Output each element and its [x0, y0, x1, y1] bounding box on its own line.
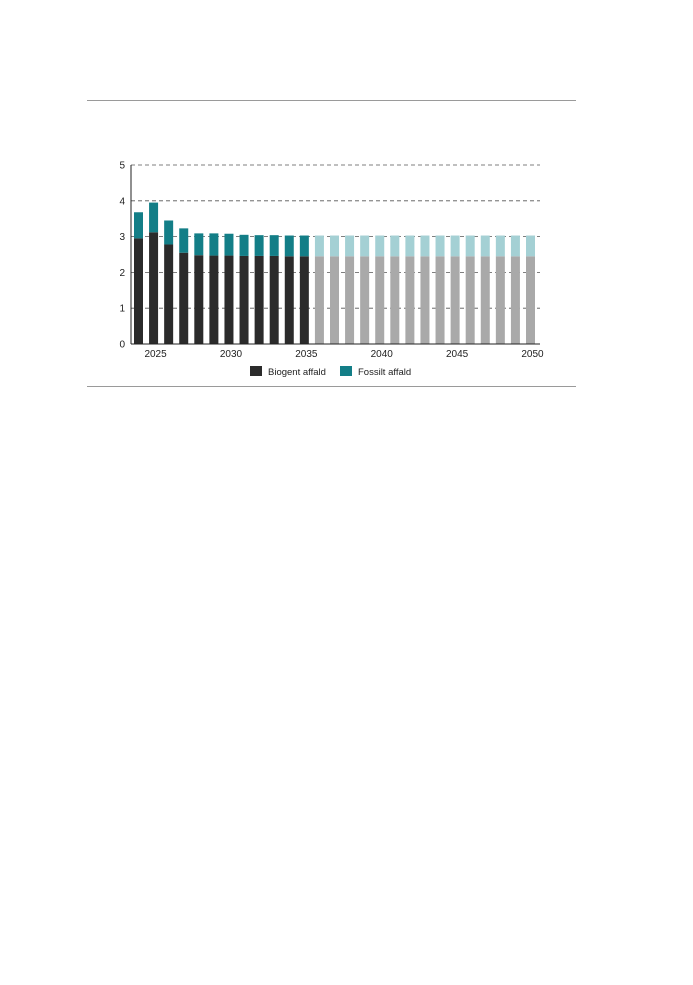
y-tick-label-0: 0: [119, 340, 125, 351]
bar-biogent-2050: [526, 256, 535, 344]
top-divider: [87, 100, 576, 101]
bar-fossilt-2024: [134, 212, 143, 239]
bottom-divider: [87, 386, 576, 387]
bar-biogent-2045: [450, 256, 460, 344]
axes: 0 1 2 3 4 5 2025 2030 2035 2040 2045 2050: [119, 161, 544, 361]
bar-biogent-2038: [345, 256, 355, 344]
bar-fossilt-2039: [360, 235, 370, 257]
bar-biogent-2047: [480, 256, 490, 344]
bar-biogent-2037: [330, 256, 339, 344]
x-tick-label-2025: 2025: [144, 349, 167, 360]
bar-fossilt-2034: [284, 235, 294, 257]
bar-fossilt-2044: [435, 235, 445, 257]
bar-fossilt-2035: [299, 235, 309, 257]
legend: Biogent affald Fossilt affald: [250, 366, 411, 378]
bar-biogent-2040: [375, 256, 385, 344]
bar-fossilt-2041: [390, 235, 400, 257]
bar-fossilt-2031: [239, 234, 249, 256]
bar-biogent-2028: [194, 255, 204, 344]
bar-fossilt-2033: [269, 235, 279, 256]
bar-fossilt-2025: [149, 202, 159, 233]
x-tick-label-2030: 2030: [220, 349, 243, 360]
x-tick-label-2045: 2045: [446, 349, 469, 360]
bar-biogent-2041: [390, 256, 400, 344]
bar-fossilt-2032: [254, 235, 264, 256]
bar-fossilt-2038: [345, 235, 355, 257]
bar-biogent-2043: [420, 256, 430, 344]
bar-biogent-2042: [405, 256, 415, 344]
legend-swatch-fossilt: [340, 366, 352, 376]
bar-biogent-2035: [299, 256, 309, 344]
x-tick-label-2050: 2050: [521, 349, 544, 360]
bar-biogent-2032: [254, 255, 264, 344]
bar-biogent-2031: [239, 255, 249, 344]
bar-fossilt-2046: [465, 235, 475, 257]
stacked-bar-chart: 0 1 2 3 4 5 2025 2030 2035 2040 2045 2050 Biogent a…: [119, 161, 544, 379]
legend-label-biogent: Biogent affald: [268, 367, 326, 378]
y-tick-label-4: 4: [119, 196, 125, 207]
bar-fossilt-2043: [420, 235, 430, 257]
bar-fossilt-2028: [194, 233, 204, 256]
bar-biogent-2030: [224, 255, 234, 344]
x-tick-label-2035: 2035: [295, 349, 318, 360]
bar-biogent-2046: [465, 256, 475, 344]
bar-biogent-2036: [314, 256, 324, 344]
bar-biogent-2025: [149, 232, 159, 344]
y-tick-label-5: 5: [119, 161, 125, 172]
bar-biogent-2039: [360, 256, 370, 344]
bar-fossilt-2027: [179, 228, 189, 253]
bar-fossilt-2029: [209, 233, 219, 256]
bar-biogent-2034: [284, 256, 294, 344]
bar-biogent-2033: [269, 255, 279, 344]
bar-biogent-2026: [164, 244, 174, 344]
bar-fossilt-2049: [510, 235, 520, 257]
bar-fossilt-2047: [480, 235, 490, 257]
bar-fossilt-2026: [164, 220, 174, 245]
bar-biogent-2029: [209, 255, 219, 344]
bar-biogent-2048: [495, 256, 505, 344]
bar-fossilt-2030: [224, 233, 234, 256]
bar-biogent-2044: [435, 256, 445, 344]
bar-biogent-2049: [510, 256, 520, 344]
bar-fossilt-2040: [375, 235, 385, 257]
x-tick-label-2040: 2040: [371, 349, 394, 360]
bar-fossilt-2036: [314, 235, 324, 257]
bar-biogent-2027: [179, 252, 189, 344]
y-tick-label-1: 1: [119, 304, 125, 315]
legend-label-fossilt: Fossilt affald: [358, 367, 411, 378]
bar-fossilt-2037: [330, 235, 339, 257]
bar-fossilt-2050: [526, 235, 535, 257]
y-tick-label-2: 2: [119, 268, 125, 279]
bar-fossilt-2042: [405, 235, 415, 257]
bar-fossilt-2048: [495, 235, 505, 257]
bar-biogent-2024: [134, 238, 143, 344]
legend-swatch-biogent: [250, 366, 262, 376]
bar-fossilt-2045: [450, 235, 460, 257]
y-tick-label-3: 3: [119, 232, 125, 243]
bars: [134, 202, 535, 344]
